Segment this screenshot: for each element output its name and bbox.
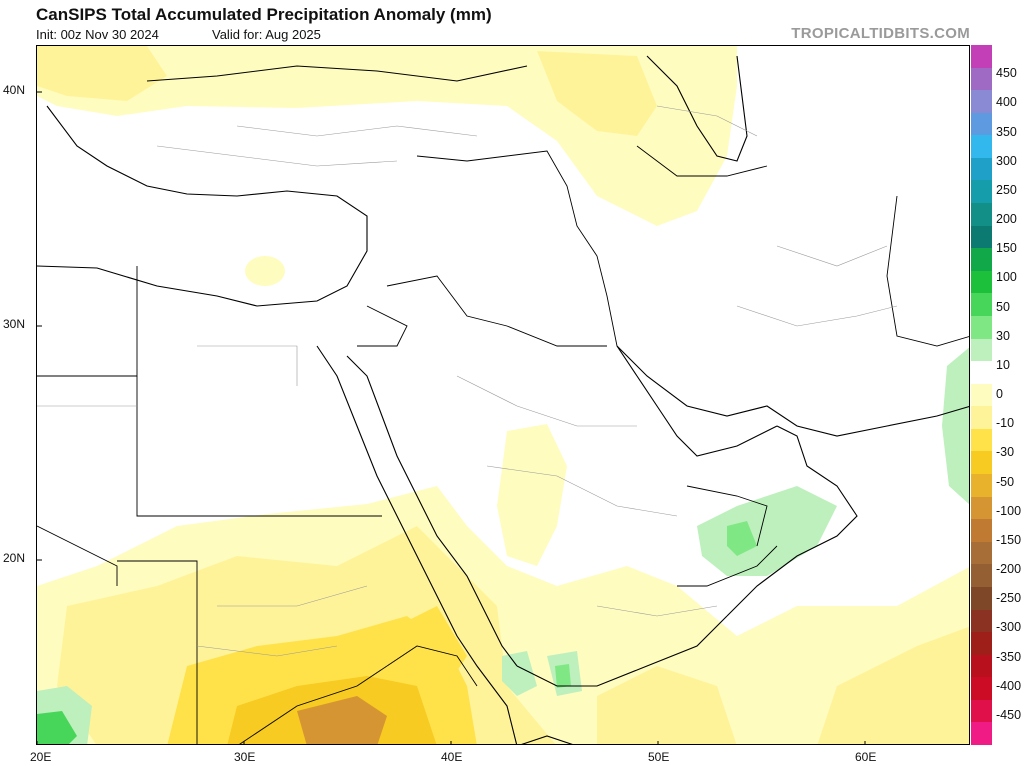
shade-yemen-plus10 bbox=[502, 651, 537, 696]
colorbar-label: 50 bbox=[996, 299, 1010, 314]
colorbar-cell bbox=[971, 519, 992, 543]
colorbar-cell bbox=[971, 90, 992, 114]
colorbar-cell bbox=[971, 451, 992, 475]
shade-oman-plus30 bbox=[727, 521, 757, 556]
colorbar-label: -10 bbox=[996, 416, 1015, 431]
colorbar-cell bbox=[971, 564, 992, 588]
colorbar-cell bbox=[971, 632, 992, 656]
colorbar-cell bbox=[971, 541, 992, 565]
lon-label-50e: 50E bbox=[648, 750, 670, 764]
colorbar-label: 10 bbox=[996, 357, 1010, 372]
colorbar-cell bbox=[971, 654, 992, 678]
lon-label-60e: 60E bbox=[855, 750, 877, 764]
anomaly-shading bbox=[37, 46, 969, 744]
colorbar-cell bbox=[971, 428, 992, 452]
colorbar-cell bbox=[971, 112, 992, 136]
admin-borders bbox=[37, 105, 898, 657]
colorbar bbox=[971, 45, 992, 746]
map-canvas bbox=[37, 46, 969, 744]
colorbar-label: -400 bbox=[996, 678, 1022, 693]
shade-oman-plus10 bbox=[697, 486, 837, 576]
colorbar-label: -300 bbox=[996, 620, 1022, 635]
colorbar-cell bbox=[971, 315, 992, 340]
colorbar-label: 100 bbox=[996, 270, 1017, 285]
colorbar-cell bbox=[971, 67, 992, 91]
map-panel[interactable] bbox=[36, 45, 970, 745]
valid-time: Valid for: Aug 2025 bbox=[212, 27, 321, 42]
colorbar-cell bbox=[971, 45, 992, 69]
colorbar-cell bbox=[971, 270, 992, 294]
lon-label-30e: 30E bbox=[234, 750, 256, 764]
ticks bbox=[37, 91, 866, 744]
colorbar-cell bbox=[971, 203, 992, 227]
shade-eritrea-minus50 bbox=[397, 606, 467, 686]
colorbar-label: 400 bbox=[996, 95, 1017, 110]
colorbar-cell bbox=[971, 293, 992, 317]
chart-title: CanSIPS Total Accumulated Precipitation … bbox=[36, 5, 492, 24]
colorbar-label: 450 bbox=[996, 66, 1017, 81]
colorbar-cell bbox=[971, 248, 992, 272]
colorbar-cell bbox=[971, 157, 992, 181]
colorbar-cell bbox=[971, 677, 992, 701]
colorbar-label: 250 bbox=[996, 182, 1017, 197]
shade-yemen-plus30 bbox=[555, 664, 571, 688]
colorbar-label: -450 bbox=[996, 707, 1022, 722]
colorbar-label: -350 bbox=[996, 649, 1022, 664]
country-borders bbox=[37, 145, 969, 744]
colorbar-cell bbox=[971, 496, 992, 520]
colorbar-cell bbox=[971, 135, 992, 159]
shade-sw-plus30 bbox=[37, 711, 77, 744]
coastlines bbox=[37, 55, 969, 744]
colorbar-cell bbox=[971, 383, 992, 407]
colorbar-label: -150 bbox=[996, 532, 1022, 547]
colorbar-label: 200 bbox=[996, 212, 1017, 226]
shade-west-minus30 bbox=[37, 46, 167, 101]
colorbar-cell bbox=[971, 699, 992, 723]
colorbar-cell bbox=[971, 180, 992, 204]
brand-watermark: TROPICALTIDBITS.COM bbox=[791, 25, 970, 42]
shade-arabian-sea-plus10 bbox=[942, 347, 969, 505]
lon-label-20e: 20E bbox=[30, 750, 52, 764]
colorbar-cell bbox=[971, 361, 992, 385]
lat-label-20n: 20N bbox=[3, 551, 26, 565]
init-time: Init: 00z Nov 30 2024 bbox=[36, 27, 159, 42]
shade-cyprus-minus10 bbox=[245, 256, 285, 286]
shade-arabia-minus10 bbox=[497, 424, 567, 566]
lon-label-40e: 40E bbox=[441, 750, 463, 764]
shade-caucasus-minus30 bbox=[537, 51, 657, 136]
colorbar-cell bbox=[971, 474, 992, 498]
colorbar-label: 350 bbox=[996, 124, 1017, 139]
colorbar-cell bbox=[971, 225, 992, 249]
colorbar-label: -50 bbox=[996, 474, 1015, 489]
colorbar-label: 0 bbox=[996, 387, 1003, 401]
shade-east-minus30 bbox=[597, 666, 737, 744]
colorbar-cell bbox=[971, 586, 992, 610]
lat-label-40n: 40N bbox=[3, 83, 26, 97]
shade-ethiopia-minus150 bbox=[297, 696, 387, 744]
colorbar-label: 300 bbox=[996, 153, 1017, 168]
colorbar-label: -250 bbox=[996, 591, 1022, 606]
colorbar-label: -200 bbox=[996, 562, 1022, 576]
colorbar-label: 30 bbox=[996, 328, 1010, 343]
colorbar-label: -30 bbox=[996, 445, 1015, 460]
colorbar-label: 150 bbox=[996, 241, 1017, 256]
lat-label-30n: 30N bbox=[3, 317, 26, 331]
shade-east2-minus30 bbox=[817, 626, 969, 744]
colorbar-cell bbox=[971, 406, 992, 430]
colorbar-cell bbox=[971, 609, 992, 633]
colorbar-label: -100 bbox=[996, 503, 1022, 518]
colorbar-cell bbox=[971, 338, 992, 362]
colorbar-cell bbox=[971, 722, 992, 746]
